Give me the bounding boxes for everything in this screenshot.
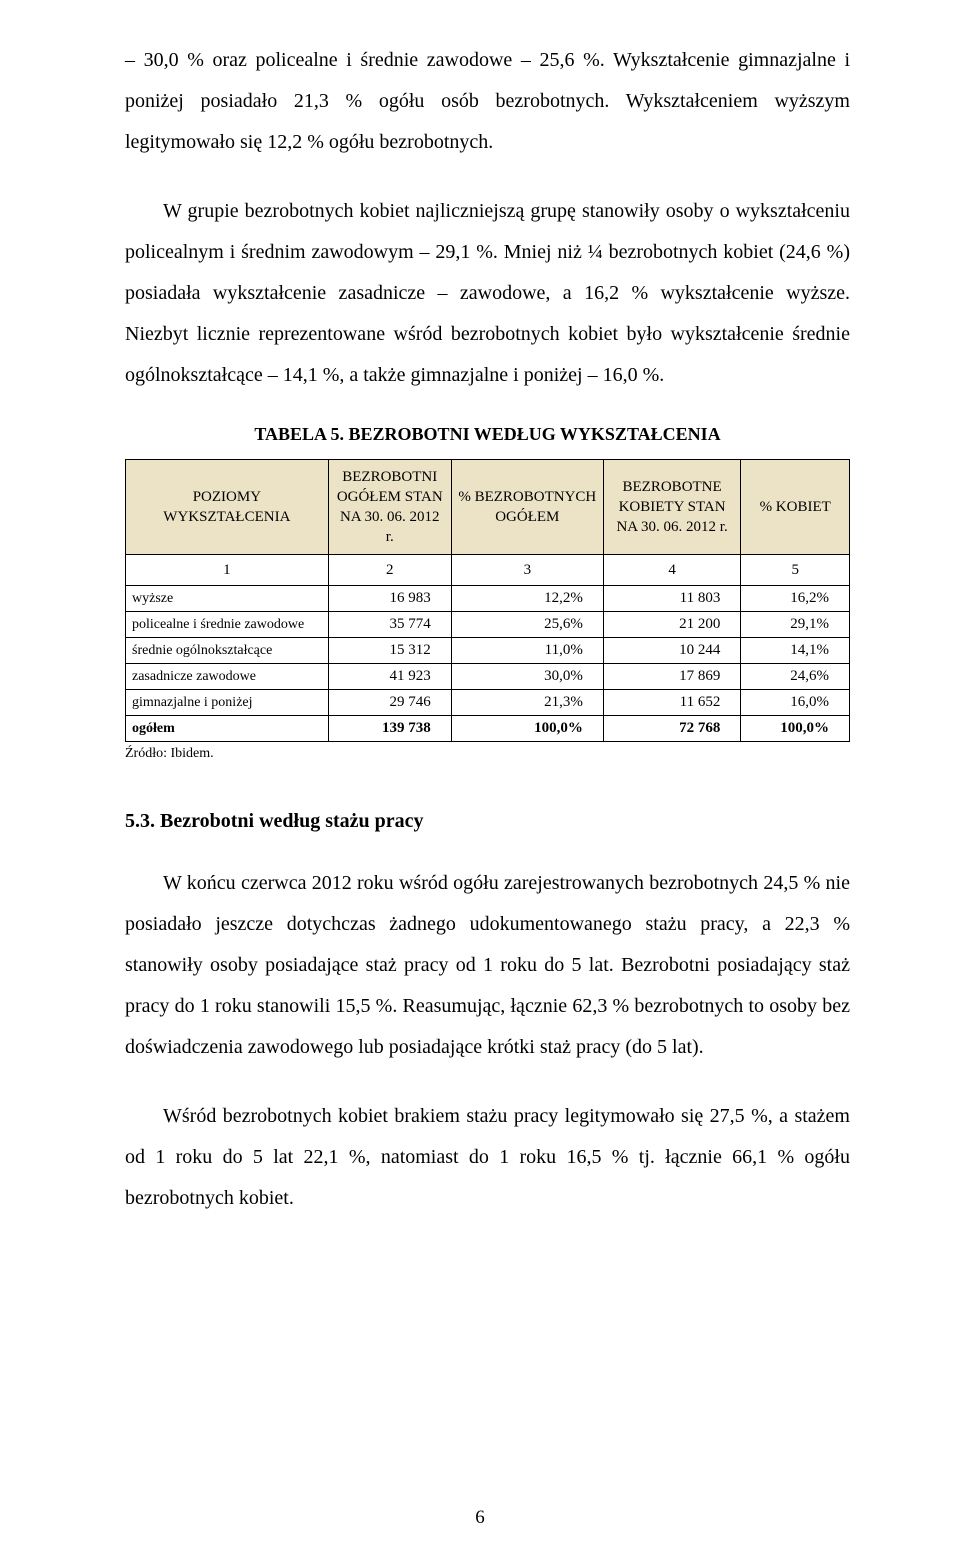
- numrow-5: 5: [741, 555, 850, 586]
- paragraph-2: W grupie bezrobotnych kobiet najliczniej…: [125, 191, 850, 396]
- row4-c3: 21,3%: [451, 690, 603, 716]
- row3-label: zasadnicze zawodowe: [126, 664, 329, 690]
- table5-caption: TABELA 5. BEZROBOTNI WEDŁUG WYKSZTAŁCENI…: [125, 424, 850, 445]
- row2-c2: 15 312: [328, 638, 451, 664]
- row3-c3: 30,0%: [451, 664, 603, 690]
- row1-c3: 25,6%: [451, 612, 603, 638]
- total-label: ogółem: [126, 716, 329, 742]
- table-row: gimnazjalne i poniżej 29 746 21,3% 11 65…: [126, 690, 850, 716]
- table5-header-row: POZIOMY WYKSZTAŁCENIA BEZROBOTNI OGÓŁEM …: [126, 460, 850, 555]
- row1-c5: 29,1%: [741, 612, 850, 638]
- row2-c5: 14,1%: [741, 638, 850, 664]
- section-5-3-p2: Wśród bezrobotnych kobiet brakiem stażu …: [125, 1096, 850, 1219]
- table5-h2: BEZROBOTNI OGÓŁEM STAN NA 30. 06. 2012 r…: [328, 460, 451, 555]
- total-c4: 72 768: [603, 716, 741, 742]
- row2-c4: 10 244: [603, 638, 741, 664]
- numrow-3: 3: [451, 555, 603, 586]
- table5-h3: % BEZROBOTNYCH OGÓŁEM: [451, 460, 603, 555]
- total-c3: 100,0%: [451, 716, 603, 742]
- table5-numrow: 1 2 3 4 5: [126, 555, 850, 586]
- total-c2: 139 738: [328, 716, 451, 742]
- row4-c2: 29 746: [328, 690, 451, 716]
- table5-source: Źródło: Ibidem.: [125, 746, 850, 762]
- row3-c5: 24,6%: [741, 664, 850, 690]
- row0-c2: 16 983: [328, 586, 451, 612]
- table-row-total: ogółem 139 738 100,0% 72 768 100,0%: [126, 716, 850, 742]
- table-row: średnie ogólnokształcące 15 312 11,0% 10…: [126, 638, 850, 664]
- row2-label: średnie ogólnokształcące: [126, 638, 329, 664]
- row3-c4: 17 869: [603, 664, 741, 690]
- page-number: 6: [0, 1507, 960, 1529]
- table-row: zasadnicze zawodowe 41 923 30,0% 17 869 …: [126, 664, 850, 690]
- table5-h1: POZIOMY WYKSZTAŁCENIA: [126, 460, 329, 555]
- row4-c4: 11 652: [603, 690, 741, 716]
- numrow-2: 2: [328, 555, 451, 586]
- paragraph-1: – 30,0 % oraz policealne i średnie zawod…: [125, 40, 850, 163]
- row1-label: policealne i średnie zawodowe: [126, 612, 329, 638]
- table5-h4: BEZROBOTNE KOBIETY STAN NA 30. 06. 2012 …: [603, 460, 741, 555]
- row0-c5: 16,2%: [741, 586, 850, 612]
- numrow-1: 1: [126, 555, 329, 586]
- section-5-3-heading: 5.3. Bezrobotni według stażu pracy: [125, 810, 850, 833]
- row2-c3: 11,0%: [451, 638, 603, 664]
- row1-c2: 35 774: [328, 612, 451, 638]
- row0-label: wyższe: [126, 586, 329, 612]
- row0-c4: 11 803: [603, 586, 741, 612]
- table-row: policealne i średnie zawodowe 35 774 25,…: [126, 612, 850, 638]
- row0-c3: 12,2%: [451, 586, 603, 612]
- table-row: wyższe 16 983 12,2% 11 803 16,2%: [126, 586, 850, 612]
- total-c5: 100,0%: [741, 716, 850, 742]
- table5-h5: % KOBIET: [741, 460, 850, 555]
- row3-c2: 41 923: [328, 664, 451, 690]
- row1-c4: 21 200: [603, 612, 741, 638]
- row4-label: gimnazjalne i poniżej: [126, 690, 329, 716]
- row4-c5: 16,0%: [741, 690, 850, 716]
- numrow-4: 4: [603, 555, 741, 586]
- table5: POZIOMY WYKSZTAŁCENIA BEZROBOTNI OGÓŁEM …: [125, 459, 850, 742]
- section-5-3-p1: W końcu czerwca 2012 roku wśród ogółu za…: [125, 863, 850, 1068]
